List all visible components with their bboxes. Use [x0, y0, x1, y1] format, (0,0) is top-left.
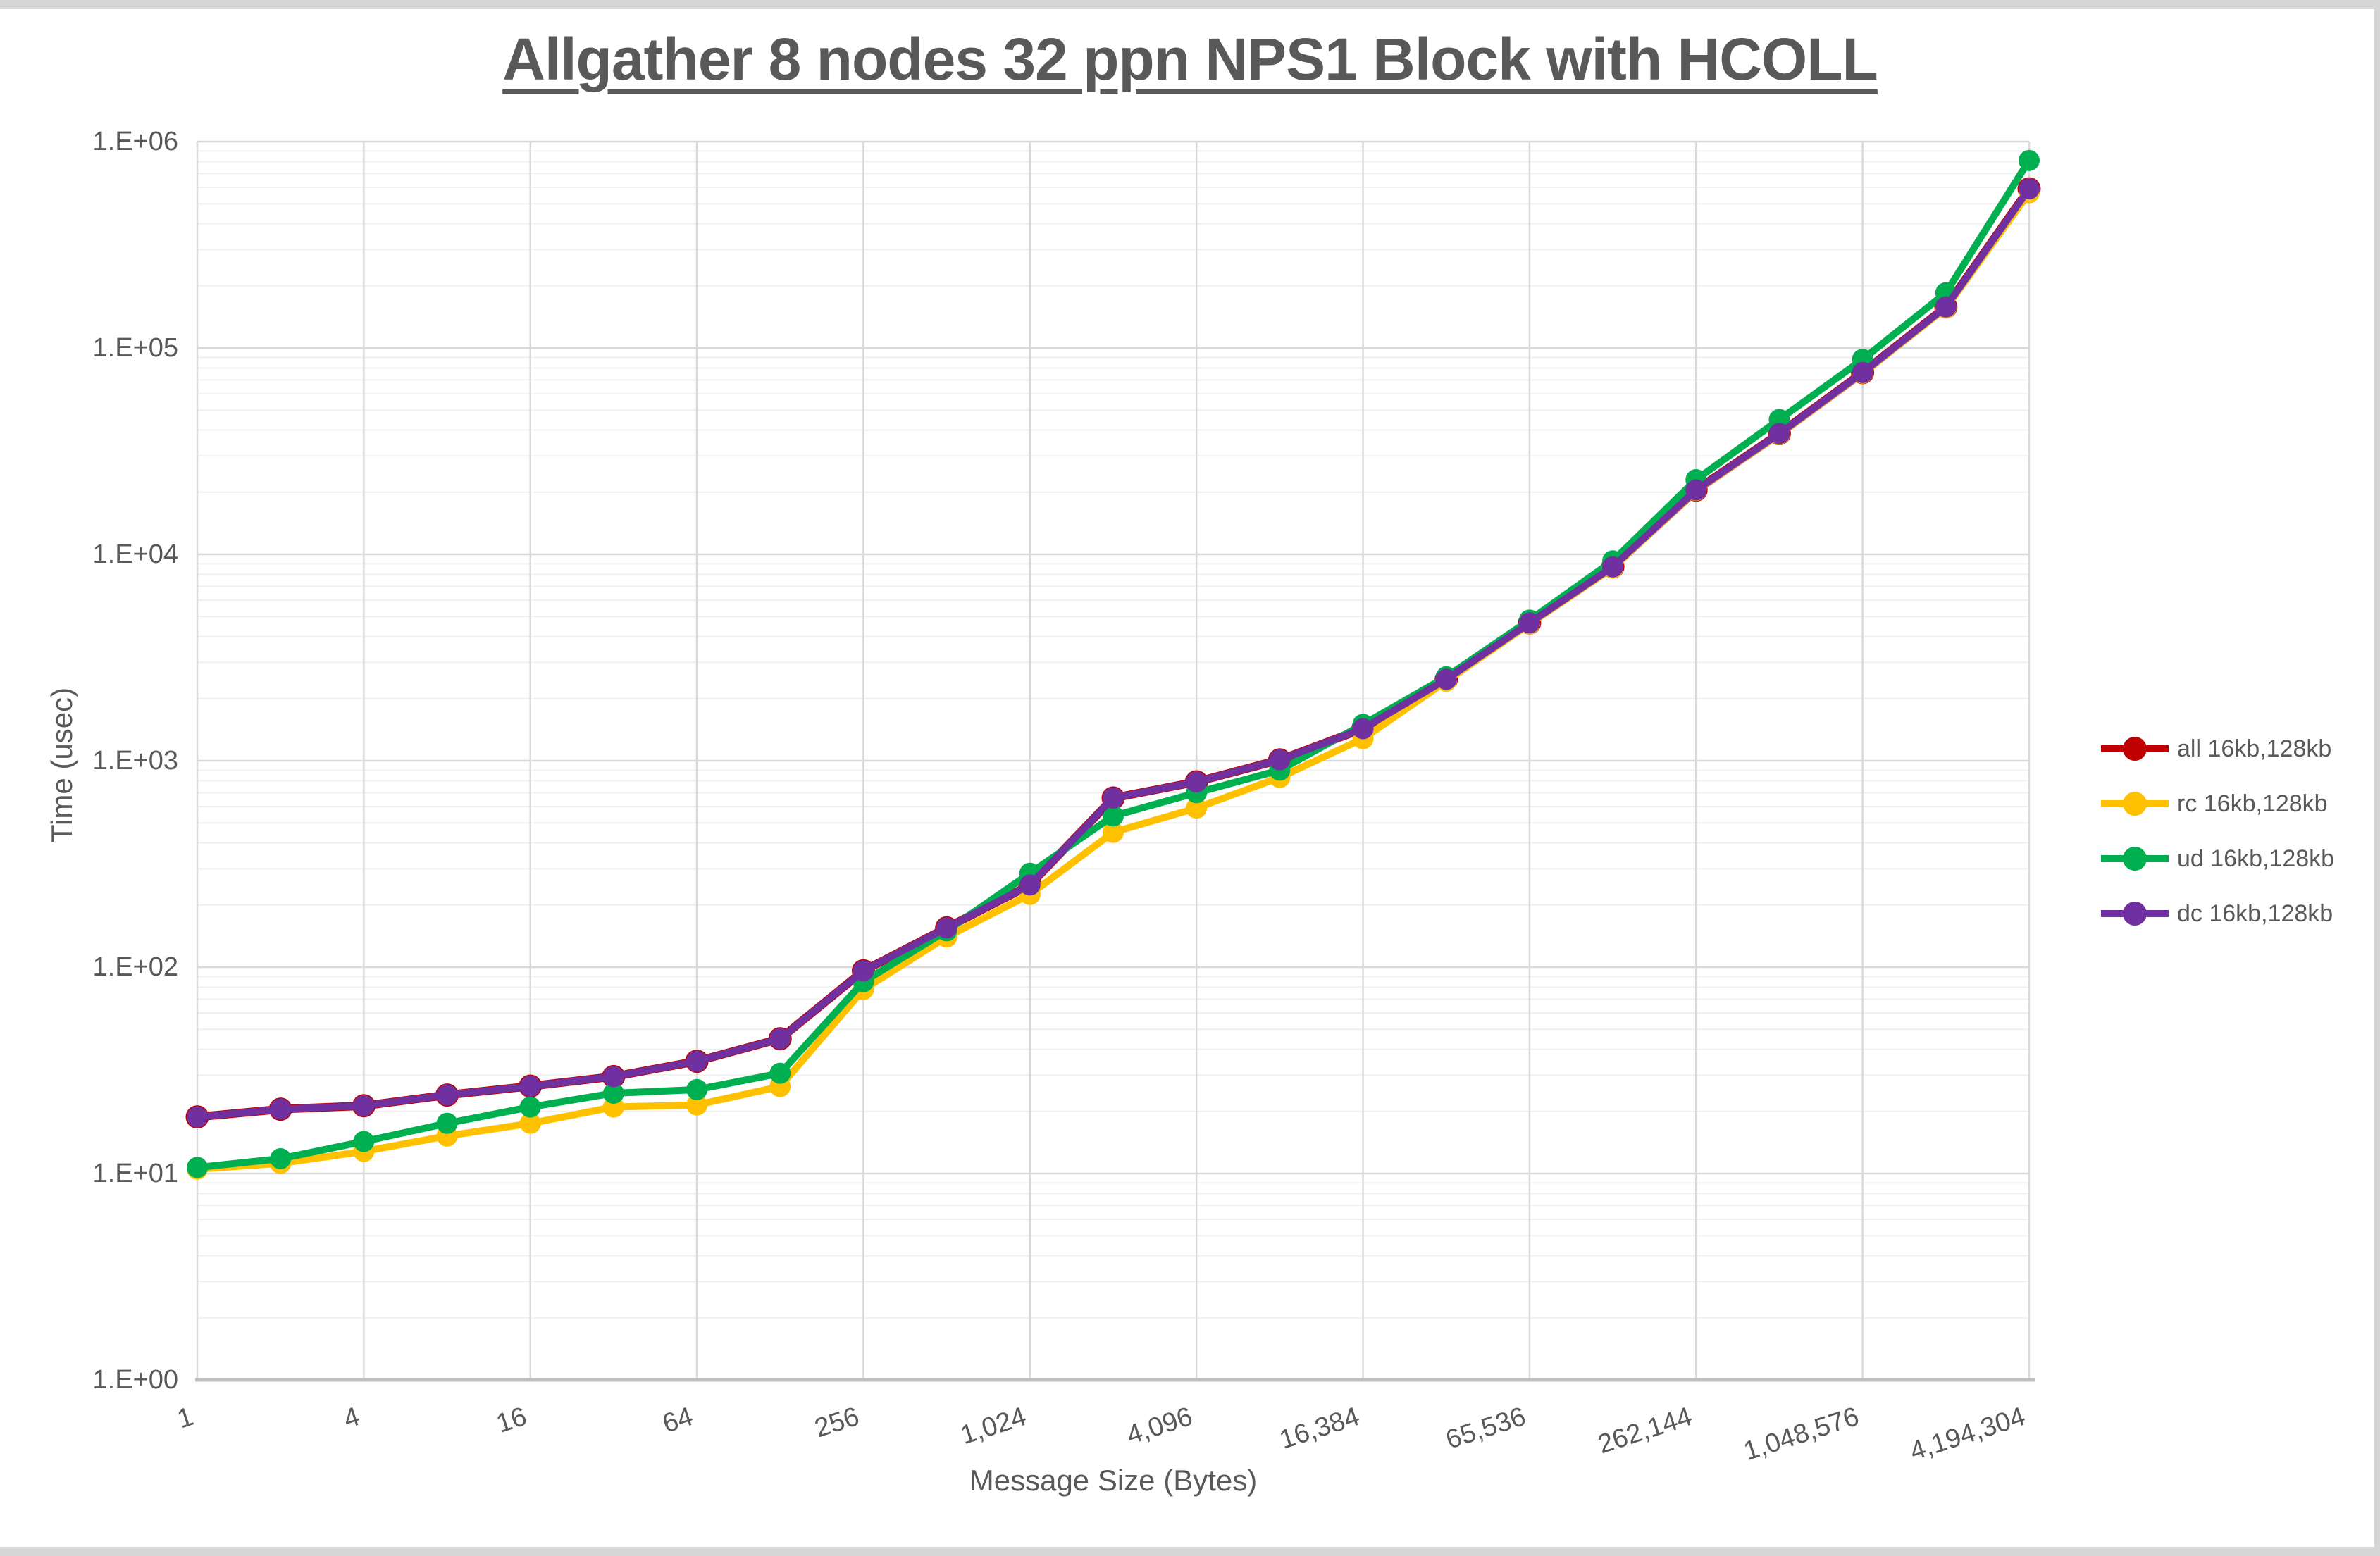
data-point-dc-1	[187, 1106, 208, 1128]
series-dc	[187, 178, 2040, 1128]
x-tick-label: 4,194,304	[1906, 1401, 2029, 1467]
series-line-rc	[194, 189, 2033, 1173]
data-point-dc-4	[353, 1095, 375, 1116]
data-point-dc-128	[769, 1028, 791, 1050]
data-point-dc-131072	[1602, 556, 1624, 578]
data-point-dc-8192	[1269, 749, 1291, 771]
window-chrome-bottom	[0, 1547, 2380, 1556]
legend-item-ud: ud 16kb,128kb	[2101, 838, 2334, 880]
data-point-dc-4194304	[2019, 178, 2040, 200]
chart-title: Allgather 8 nodes 32 ppn NPS1 Block with…	[502, 26, 1878, 92]
legend-marker-icon	[2101, 728, 2169, 770]
legend-dot-icon	[2123, 792, 2147, 816]
legend-item-dc: dc 16kb,128kb	[2101, 892, 2333, 935]
data-point-dc-32768	[1435, 668, 1457, 690]
data-point-dc-16	[519, 1075, 541, 1097]
legend-label: rc 16kb,128kb	[2177, 790, 2328, 817]
legend-dot-icon	[2123, 847, 2147, 871]
data-point-rc-2048	[1103, 821, 1124, 843]
data-point-dc-2097152	[1935, 296, 1957, 318]
data-point-ud-1	[187, 1157, 208, 1178]
legend-marker-icon	[2101, 892, 2169, 935]
x-tick-label: 4	[340, 1401, 364, 1435]
series-line-ud	[194, 156, 2033, 1171]
data-point-ud-16	[519, 1096, 541, 1118]
x-tick-label: 1,048,576	[1740, 1401, 1863, 1467]
data-point-dc-16384	[1352, 718, 1374, 740]
series-line-all	[193, 185, 2033, 1121]
data-point-ud-128	[769, 1062, 791, 1084]
data-point-dc-262144	[1685, 479, 1707, 501]
data-point-dc-32	[602, 1066, 624, 1088]
x-tick-label: 16	[492, 1401, 531, 1439]
legend-marker-icon	[2101, 783, 2169, 825]
x-tick-label: 64	[659, 1401, 697, 1439]
data-point-ud-64	[686, 1078, 708, 1100]
legend-label: ud 16kb,128kb	[2177, 845, 2335, 872]
data-point-rc-16	[519, 1112, 541, 1134]
window-chrome-right	[2374, 0, 2380, 1556]
y-tick-label: 1.E+00	[92, 1365, 179, 1395]
legend-label: all 16kb,128kb	[2177, 735, 2332, 762]
data-point-dc-1048576	[1852, 361, 1873, 383]
legend-item-rc: rc 16kb,128kb	[2101, 783, 2328, 825]
y-tick-label: 1.E+06	[92, 127, 179, 156]
series-all	[185, 177, 2041, 1129]
x-tick-label: 262,144	[1594, 1401, 1696, 1460]
data-point-ud-4	[353, 1131, 375, 1152]
data-point-dc-2048	[1103, 787, 1124, 809]
y-tick-label: 1.E+01	[92, 1159, 179, 1188]
series-ud	[187, 149, 2040, 1178]
data-point-ud-4194304	[2019, 149, 2040, 171]
legend-label: dc 16kb,128kb	[2177, 900, 2333, 927]
x-tick-label: 65,536	[1442, 1401, 1530, 1455]
data-point-dc-524288	[1768, 423, 1790, 444]
series-rc	[187, 182, 2040, 1180]
data-point-dc-512	[936, 917, 957, 939]
y-tick-label: 1.E+04	[92, 540, 179, 569]
data-point-dc-256	[853, 960, 874, 982]
legend-marker-icon	[2101, 838, 2169, 880]
x-axis-title: Message Size (Bytes)	[969, 1464, 1258, 1497]
plot-area	[185, 140, 2041, 1382]
y-tick-label: 1.E+05	[92, 333, 179, 363]
data-point-ud-2	[270, 1147, 292, 1169]
data-point-dc-2	[270, 1098, 292, 1120]
x-tick-label: 1	[173, 1401, 197, 1435]
window-chrome-top	[0, 0, 2380, 9]
y-tick-label: 1.E+02	[92, 952, 179, 982]
data-point-ud-2048	[1103, 805, 1124, 827]
data-point-ud-8	[436, 1112, 458, 1134]
legend-dot-icon	[2123, 902, 2147, 926]
data-point-dc-8	[436, 1084, 458, 1106]
series-line-dc	[194, 185, 2033, 1121]
data-point-dc-65536	[1518, 612, 1540, 634]
data-point-rc-4096	[1186, 797, 1208, 819]
y-tick-label: 1.E+03	[92, 746, 179, 776]
data-point-dc-64	[686, 1050, 708, 1072]
data-point-ud-32	[602, 1082, 624, 1104]
data-point-dc-1024	[1019, 874, 1041, 896]
data-point-dc-4096	[1186, 771, 1208, 792]
data-point-rc-64	[686, 1094, 708, 1116]
legend-dot-icon	[2123, 737, 2147, 761]
legend-item-all: all 16kb,128kb	[2101, 728, 2331, 770]
